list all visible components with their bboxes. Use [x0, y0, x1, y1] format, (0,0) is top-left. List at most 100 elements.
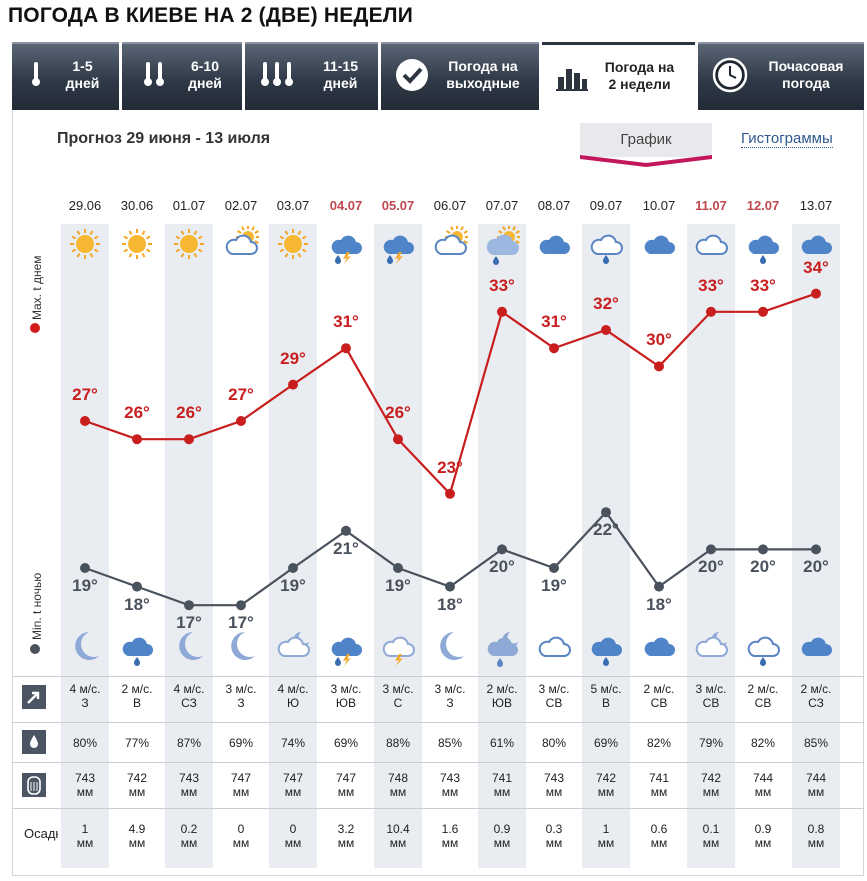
max-temp-legend-dot: [30, 323, 40, 333]
humidity-cell: 82%: [750, 736, 776, 750]
forecast-subtitle: Прогноз 29 июня - 13 июля: [57, 130, 271, 147]
pressure-cell: 741 мм: [648, 771, 670, 799]
cloud-rain-icon: [745, 226, 781, 264]
min-temp-label: 19°: [541, 576, 567, 595]
cloud-rain-outline-icon: [745, 628, 781, 666]
moon-icon: [432, 628, 468, 664]
moon-icon: [67, 628, 103, 664]
min-temp-point: [80, 563, 90, 573]
day-column-bg: [269, 224, 317, 868]
graph-view-indicator: [580, 155, 712, 167]
cloud-sun-rain-icon: [484, 225, 521, 265]
min-temp-label: 18°: [646, 594, 672, 614]
max-temp-label: 26°: [176, 403, 202, 423]
pressure-cell: 741 мм: [491, 771, 513, 799]
tab-5[interactable]: Погода на 2 недели: [542, 42, 695, 112]
pressure-cell: 743 мм: [178, 771, 200, 799]
moon-icon: [223, 628, 259, 664]
humidity-cell: 80%: [541, 736, 567, 750]
humidity-cell: 79%: [698, 736, 724, 750]
tab-bar: 1-5 дней 6-10 дней 11-15 дней Погода на вых…: [12, 42, 864, 112]
pressure-cell: 743 мм: [439, 771, 461, 799]
tab-label: 11-15 дней: [322, 58, 359, 91]
histogram-view-link[interactable]: Гистограммы: [741, 130, 833, 148]
humidity-cell: 85%: [803, 736, 829, 750]
max-temp-label: 27°: [72, 385, 98, 404]
pressure-cell: 744 мм: [752, 771, 774, 799]
pressure-cell: 744 мм: [805, 771, 827, 799]
cloud-thunder-icon: [328, 226, 364, 264]
max-temp-label: 29°: [280, 348, 306, 368]
precip-cell: 4.9 мм: [128, 822, 146, 850]
tab-6[interactable]: Почасовая погода: [698, 42, 864, 110]
tab-3[interactable]: 11-15 дней: [245, 42, 378, 110]
cloud-thunder-icon: [380, 226, 416, 264]
precip-cell: 0.9 мм: [493, 822, 511, 850]
pressure-cell: 747 мм: [282, 771, 304, 799]
min-temp-point: [758, 544, 768, 555]
max-temp-label: 32°: [593, 294, 619, 313]
date-label: 06.07: [433, 198, 467, 213]
tab-label: Погода на выходные: [446, 58, 520, 91]
max-temp-point: [341, 343, 351, 354]
wind-cell: 3 м/с. З: [225, 682, 257, 710]
date-label: 29.06: [68, 198, 102, 213]
graph-view-button[interactable]: График: [580, 123, 712, 157]
max-temp-point: [393, 434, 403, 445]
humidity-cell: 80%: [72, 736, 98, 750]
max-temp-label: 26°: [385, 403, 411, 423]
cloud-moon-rain-icon: [484, 628, 520, 667]
tab-1[interactable]: 1-5 дней: [12, 42, 119, 110]
max-temp-label: 30°: [646, 330, 672, 350]
tab-4[interactable]: Погода на выходные: [381, 42, 539, 110]
min-temp-point: [549, 563, 559, 573]
date-label: 09.07: [589, 198, 623, 213]
wind-cell: 3 м/с. СВ: [538, 682, 570, 710]
date-label: 03.07: [276, 198, 310, 213]
pressure-cell: 742 мм: [595, 771, 617, 799]
max-temp-label: 33°: [489, 275, 515, 295]
max-temp-point: [758, 306, 768, 317]
cloud-thunder-outline-icon: [380, 628, 416, 666]
min-temp-label: 20°: [803, 557, 829, 577]
sun-icon: [119, 226, 155, 262]
tab-2[interactable]: 6-10 дней: [122, 42, 242, 110]
date-label: 08.07: [537, 198, 571, 213]
precip-cell: 0.3 мм: [545, 822, 563, 850]
min-temp-label: 20°: [698, 557, 724, 577]
wind-cell: 3 м/с. СВ: [695, 682, 727, 710]
precip-cell: 0.9 мм: [754, 822, 772, 850]
min-temp-label: 19°: [280, 576, 306, 595]
cloud-icon: [641, 628, 677, 664]
max-temp-point: [288, 379, 298, 390]
min-temp-point: [654, 581, 664, 592]
cloud-moon-icon: [693, 628, 729, 664]
sun-icon: [67, 226, 103, 262]
max-temp-point: [236, 416, 246, 426]
min-temp-point: [236, 600, 246, 611]
wind-cell: 4 м/с. З: [69, 682, 101, 710]
wind-cell: 2 м/с. СЗ: [800, 682, 832, 710]
tab-label: 1-5 дней: [65, 58, 100, 91]
min-temp-point: [601, 507, 611, 518]
cloud-icon: [798, 628, 834, 664]
max-temp-label: 33°: [750, 275, 776, 295]
humidity-cell: 85%: [437, 736, 463, 750]
date-label: 04.07: [329, 198, 363, 213]
date-label: 30.06: [120, 198, 154, 213]
min-temp-label: 18°: [437, 594, 463, 614]
min-temp-label: 20°: [750, 557, 776, 577]
humidity-cell: 69%: [333, 736, 359, 750]
pressure-cell: 748 мм: [387, 771, 409, 799]
wind-cell: 2 м/с. СВ: [643, 682, 675, 710]
precip-cell: 0.1 мм: [702, 822, 720, 850]
min-temp-label: 21°: [333, 538, 359, 558]
humidity-cell: 61%: [489, 736, 515, 750]
wind-direction-icon: [22, 685, 46, 709]
precip-cell: 1 мм: [76, 822, 94, 850]
precip-cell: 1.6 мм: [441, 822, 459, 850]
min-temp-label: 17°: [176, 613, 202, 633]
cloud-rain-icon: [588, 628, 624, 666]
pressure-cell: 743 мм: [74, 771, 96, 799]
